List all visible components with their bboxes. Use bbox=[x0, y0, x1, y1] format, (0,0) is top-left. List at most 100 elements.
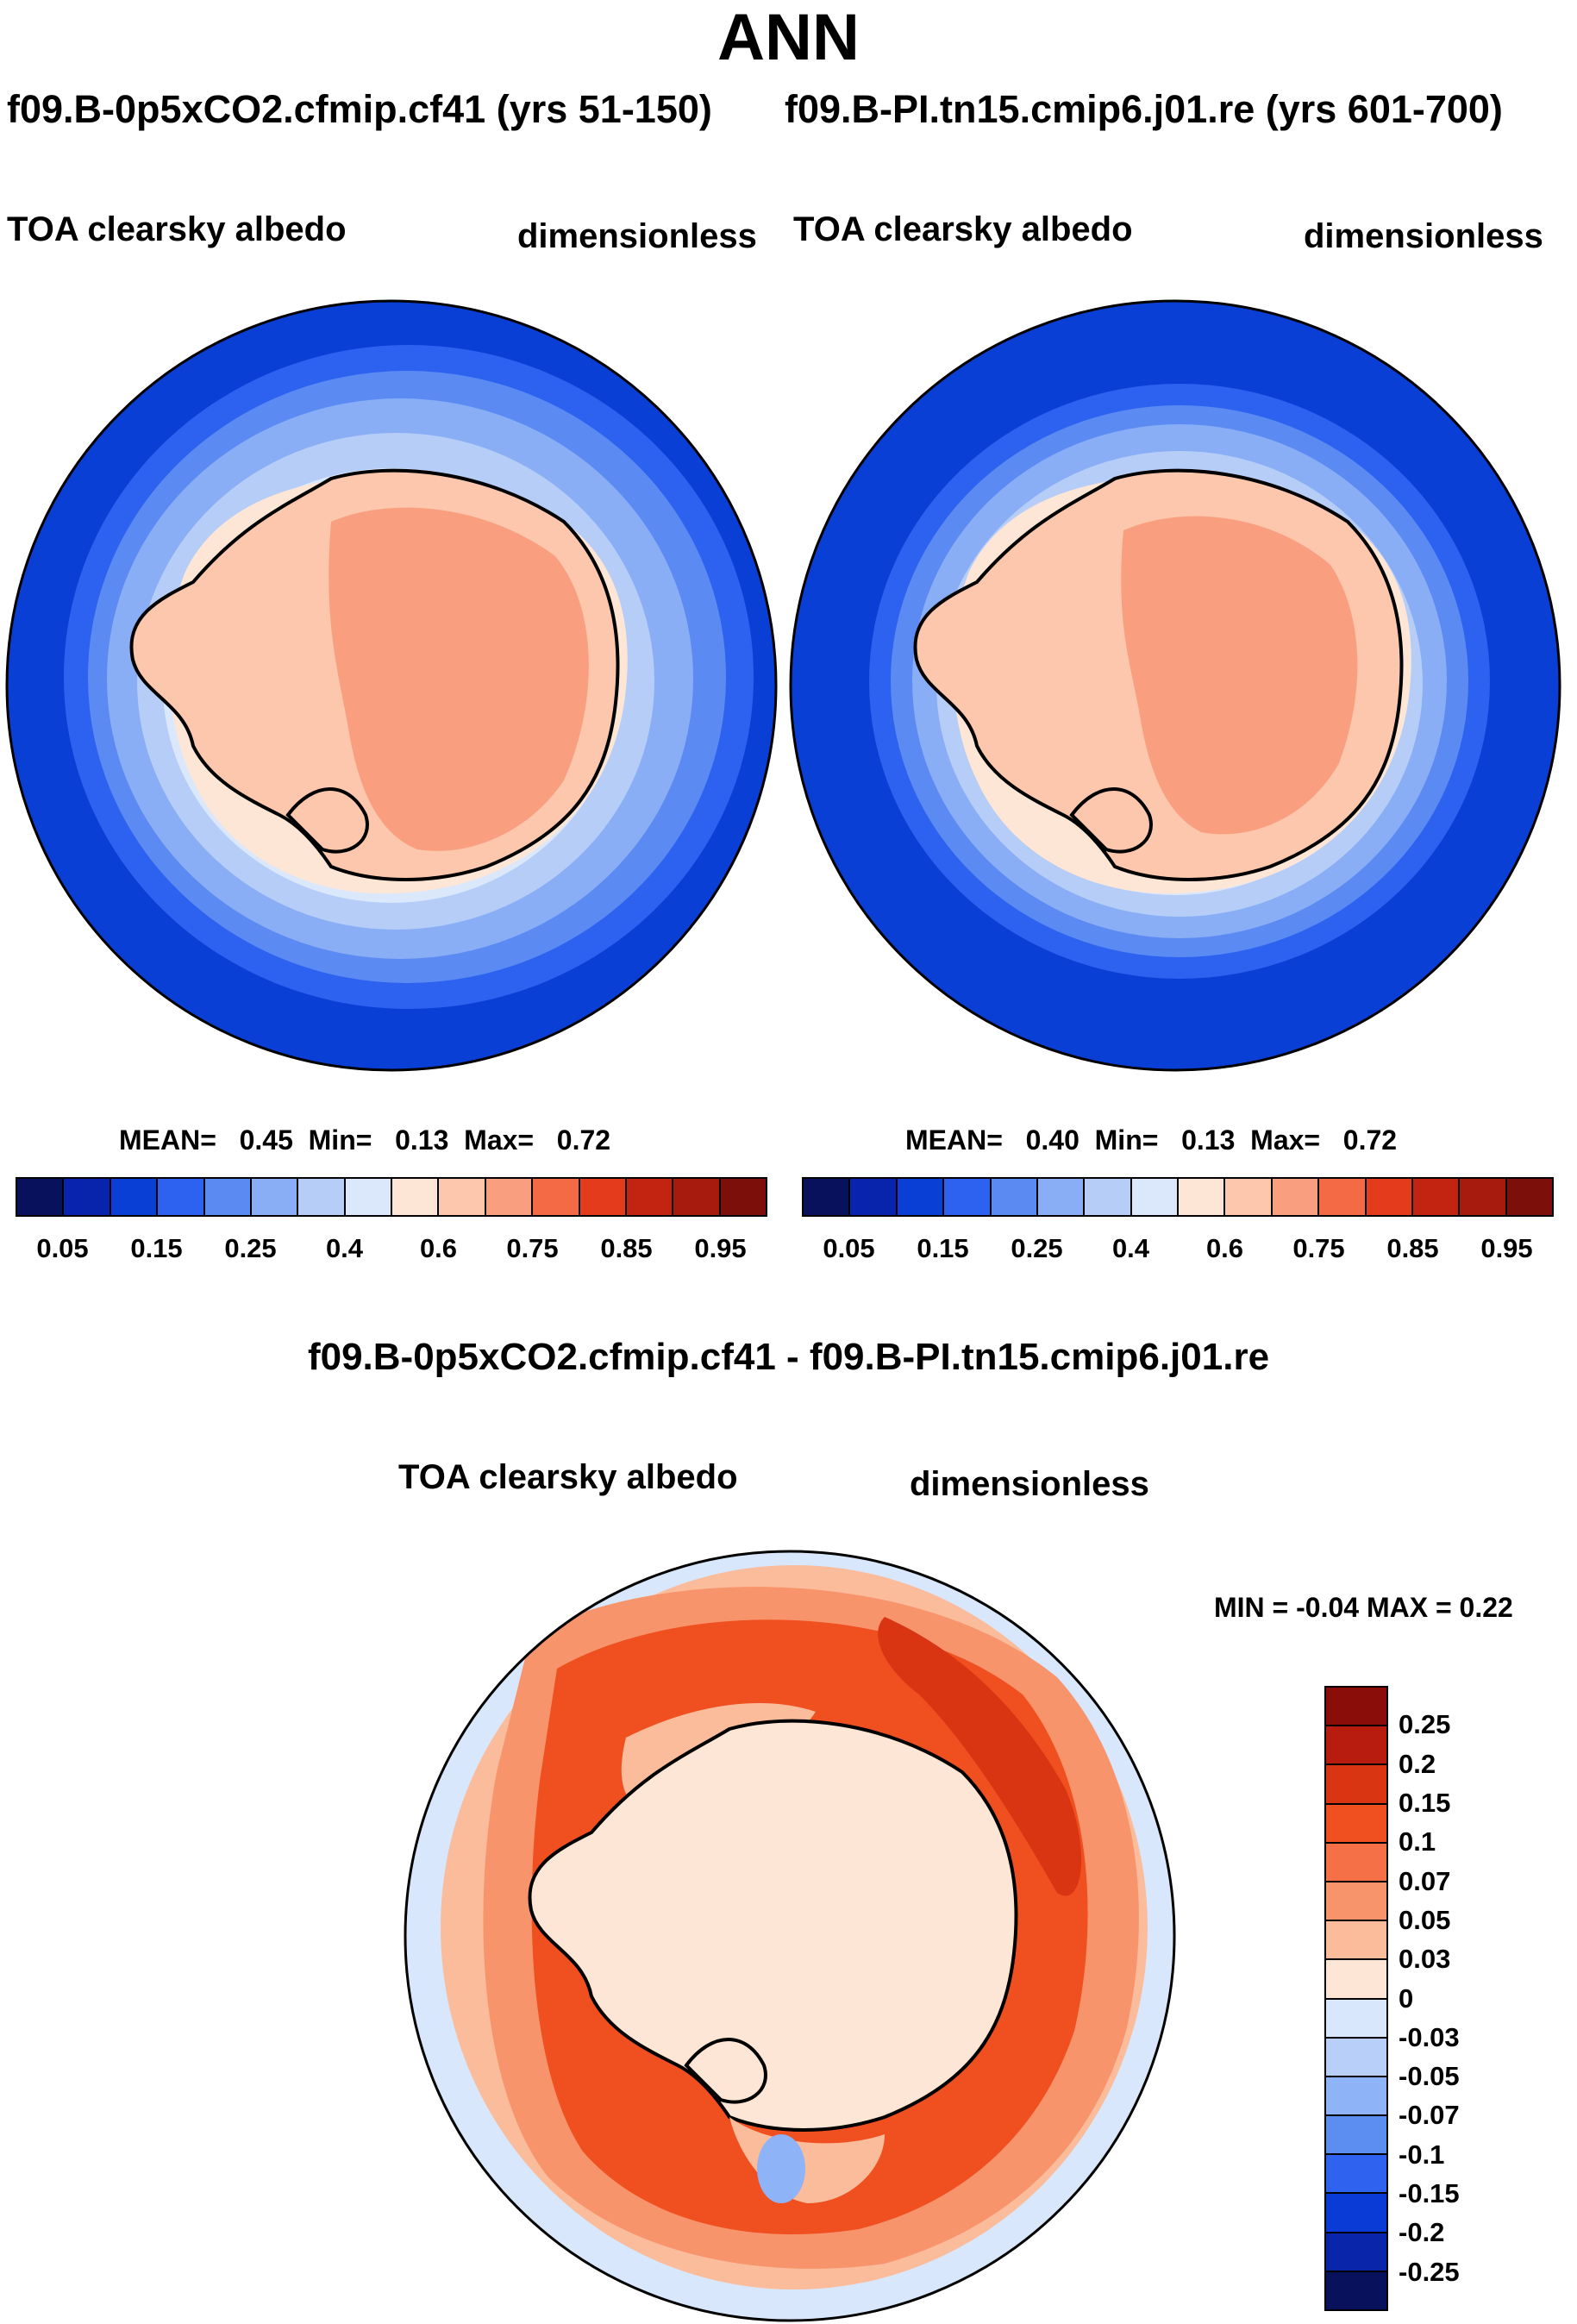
colorbar-diff-swatch-3 bbox=[1326, 1804, 1386, 1844]
colorbar-right-swatch-2 bbox=[897, 1179, 945, 1215]
colorbar-right-swatch-0 bbox=[804, 1179, 851, 1215]
colorbar-right-swatch-5 bbox=[1037, 1179, 1086, 1215]
colorbar-left-swatch-14 bbox=[673, 1179, 721, 1215]
colorbar-left-swatch-13 bbox=[626, 1179, 674, 1215]
colorbar-diff-swatch-14 bbox=[1326, 2233, 1386, 2272]
colorbar-left-swatch-11 bbox=[533, 1179, 580, 1215]
colorbar-diff-swatch-5 bbox=[1326, 1882, 1386, 1922]
colorbar-right bbox=[802, 1177, 1554, 1217]
stats-right: MEAN= 0.40 Min= 0.13 Max= 0.72 bbox=[905, 1126, 1397, 1154]
colorbar-diff-swatch-4 bbox=[1326, 1843, 1386, 1882]
colorbar-diff-tick-label: -0.25 bbox=[1399, 2256, 1460, 2287]
colorbar-left-swatch-0 bbox=[17, 1179, 65, 1215]
colorbar-right-swatch-1 bbox=[850, 1179, 898, 1215]
colorbar-left-tick-label: 0.75 bbox=[506, 1233, 559, 1263]
colorbar-left-swatch-9 bbox=[439, 1179, 486, 1215]
colorbar-right-ticks: 0.05 0.15 0.25 0.4 0.6 0.75 0.85 0.95 bbox=[802, 1233, 1554, 1268]
colorbar-diff-tick-label: -0.05 bbox=[1399, 2061, 1460, 2092]
colorbar-diff-swatch-15 bbox=[1326, 2271, 1386, 2309]
colorbar-left-tick-label: 0.25 bbox=[224, 1233, 277, 1263]
colorbar-left-tick-label: 0.05 bbox=[36, 1233, 89, 1263]
max-label: Max= bbox=[1250, 1124, 1321, 1156]
polar-map-diff bbox=[404, 1550, 1176, 2322]
colorbar-right-swatch-4 bbox=[991, 1179, 1038, 1215]
case-title-left: f09.B-0p5xCO2.cfmip.cf41 (yrs 51-150) bbox=[7, 87, 712, 131]
colorbar-right-tick-label: 0.75 bbox=[1292, 1233, 1345, 1263]
colorbar-diff-swatch-9 bbox=[1326, 2038, 1386, 2077]
colorbar-right-swatch-14 bbox=[1460, 1179, 1507, 1215]
colorbar-right-swatch-15 bbox=[1506, 1179, 1552, 1215]
colorbar-diff-tick-label: -0.15 bbox=[1399, 2178, 1460, 2209]
colorbar-diff-tick-label: 0.25 bbox=[1399, 1709, 1451, 1740]
colorbar-diff-ticks: 0.25 0.2 0.15 0.1 0.07 0.05 0.03 0 -0.03 -0.05 -0.… bbox=[1399, 1686, 1519, 2311]
colorbar-diff-swatch-11 bbox=[1326, 2116, 1386, 2156]
colorbar-diff-tick-label: 0.2 bbox=[1399, 1748, 1436, 1779]
colorbar-left-swatch-12 bbox=[579, 1179, 627, 1215]
main-title: ANN bbox=[717, 1, 860, 74]
colorbar-diff-tick-label: 0.03 bbox=[1399, 1944, 1451, 1975]
diff-stats: MIN = -0.04 MAX = 0.22 bbox=[1214, 1592, 1513, 1623]
min-value: 0.13 bbox=[395, 1124, 449, 1156]
mean-label: MEAN= bbox=[119, 1124, 216, 1156]
units-label-right: dimensionless bbox=[1304, 217, 1543, 255]
stats-left: MEAN= 0.45 Min= 0.13 Max= 0.72 bbox=[119, 1126, 610, 1154]
case-title-right: f09.B-PI.tn15.cmip6.j01.re (yrs 601-700) bbox=[785, 87, 1503, 131]
colorbar-left bbox=[16, 1177, 767, 1217]
colorbar-right-swatch-12 bbox=[1366, 1179, 1413, 1215]
colorbar-left-tick-label: 0.6 bbox=[419, 1233, 458, 1263]
colorbar-right-swatch-13 bbox=[1412, 1179, 1461, 1215]
colorbar-diff-tick-label: 0.1 bbox=[1399, 1826, 1436, 1857]
polar-map-right bbox=[789, 299, 1561, 1072]
colorbar-diff-tick-label: 0.15 bbox=[1399, 1787, 1451, 1818]
colorbar-left-ticks: 0.05 0.15 0.25 0.4 0.6 0.75 0.85 0.95 bbox=[16, 1233, 767, 1268]
colorbar-left-swatch-4 bbox=[204, 1179, 252, 1215]
colorbar-diff-tick-label: -0.1 bbox=[1399, 2139, 1445, 2170]
mean-value: 0.40 bbox=[1025, 1124, 1079, 1156]
colorbar-right-swatch-9 bbox=[1225, 1179, 1273, 1215]
min-label: Min= bbox=[308, 1124, 372, 1156]
mean-value: 0.45 bbox=[239, 1124, 293, 1156]
colorbar-right-swatch-7 bbox=[1131, 1179, 1179, 1215]
colorbar-right-tick-label: 0.6 bbox=[1205, 1233, 1244, 1263]
colorbar-diff-swatch-1 bbox=[1326, 1726, 1386, 1766]
colorbar-left-swatch-5 bbox=[251, 1179, 299, 1215]
colorbar-diff-tick-label: -0.03 bbox=[1399, 2021, 1460, 2052]
max-value: 0.72 bbox=[556, 1124, 611, 1156]
units-label-left: dimensionless bbox=[517, 217, 757, 255]
colorbar-diff-swatch-12 bbox=[1326, 2155, 1386, 2195]
colorbar-diff-tick-label: 0.05 bbox=[1399, 1904, 1451, 1935]
colorbar-diff-tick-label: 0.07 bbox=[1399, 1865, 1451, 1896]
colorbar-left-swatch-1 bbox=[64, 1179, 111, 1215]
colorbar-right-swatch-11 bbox=[1319, 1179, 1367, 1215]
colorbar-left-swatch-3 bbox=[158, 1179, 205, 1215]
colorbar-left-swatch-15 bbox=[720, 1179, 766, 1215]
polar-map-left bbox=[5, 299, 778, 1072]
colorbar-left-tick-label: 0.4 bbox=[325, 1233, 364, 1263]
colorbar-right-tick-label: 0.25 bbox=[1011, 1233, 1063, 1263]
colorbar-right-tick-label: 0.15 bbox=[917, 1233, 969, 1263]
variable-label-left: TOA clearsky albedo bbox=[7, 210, 347, 248]
diff-units-label: dimensionless bbox=[910, 1465, 1149, 1503]
colorbar-diff-tick-label: 0 bbox=[1399, 1983, 1414, 2014]
variable-label-right: TOA clearsky albedo bbox=[793, 210, 1133, 248]
max-value: 0.72 bbox=[1342, 1124, 1398, 1156]
colorbar-left-tick-label: 0.15 bbox=[130, 1233, 183, 1263]
colorbar-diff-swatch-2 bbox=[1326, 1765, 1386, 1805]
colorbar-right-tick-label: 0.05 bbox=[823, 1233, 875, 1263]
max-label: Max= bbox=[464, 1124, 535, 1156]
colorbar-left-swatch-6 bbox=[298, 1179, 346, 1215]
colorbar-right-swatch-6 bbox=[1085, 1179, 1132, 1215]
colorbar-left-swatch-8 bbox=[392, 1179, 440, 1215]
colorbar-diff-swatch-6 bbox=[1326, 1921, 1386, 1961]
min-label: Min= bbox=[1094, 1124, 1159, 1156]
colorbar-right-tick-label: 0.4 bbox=[1111, 1233, 1150, 1263]
colorbar-left-swatch-10 bbox=[485, 1179, 534, 1215]
diff-title: f09.B-0p5xCO2.cfmip.cf41 - f09.B-PI.tn15… bbox=[307, 1336, 1270, 1378]
colorbar-diff-swatch-13 bbox=[1326, 2194, 1386, 2233]
colorbar-left-tick-label: 0.85 bbox=[600, 1233, 653, 1263]
colorbar-diff-swatch-0 bbox=[1326, 1688, 1386, 1727]
colorbar-diff-tick-label: -0.2 bbox=[1399, 2217, 1445, 2248]
diff-variable-label: TOA clearsky albedo bbox=[398, 1458, 738, 1496]
colorbar-right-swatch-3 bbox=[944, 1179, 992, 1215]
colorbar-right-swatch-10 bbox=[1272, 1179, 1320, 1215]
